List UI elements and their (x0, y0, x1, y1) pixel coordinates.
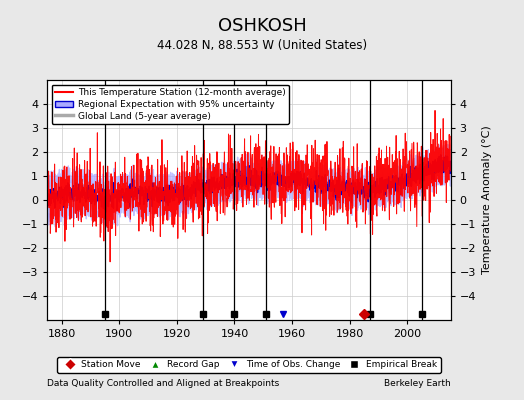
Y-axis label: Temperature Anomaly (°C): Temperature Anomaly (°C) (482, 126, 492, 274)
Text: Berkeley Earth: Berkeley Earth (384, 380, 451, 388)
Legend: Station Move, Record Gap, Time of Obs. Change, Empirical Break: Station Move, Record Gap, Time of Obs. C… (57, 357, 441, 373)
Text: 44.028 N, 88.553 W (United States): 44.028 N, 88.553 W (United States) (157, 40, 367, 52)
Text: OSHKOSH: OSHKOSH (217, 17, 307, 35)
Text: Data Quality Controlled and Aligned at Breakpoints: Data Quality Controlled and Aligned at B… (47, 380, 279, 388)
